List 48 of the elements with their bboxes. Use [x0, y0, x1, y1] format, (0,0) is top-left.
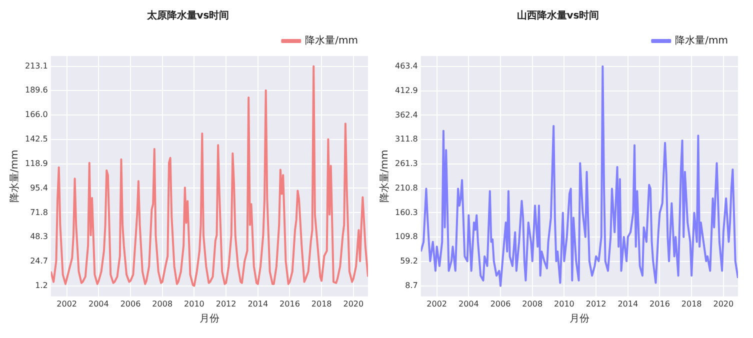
x-tick-label: 2014 [618, 299, 638, 308]
y-tick-label: 362.4 [394, 110, 418, 120]
x-tick-label: 2008 [152, 299, 173, 308]
y-tick-label: 213.1 [24, 61, 48, 70]
chart-title: 山西降水量vs时间 [516, 10, 600, 22]
y-tick-label: 166.0 [24, 110, 48, 120]
y-tick-label: 71.8 [30, 208, 48, 217]
y-tick-label: 24.7 [30, 256, 48, 266]
x-tick-label: 2018 [311, 299, 332, 308]
y-tick-label: 311.8 [394, 134, 418, 144]
x-tick-label: 2010 [184, 299, 204, 308]
y-tick-label: 210.8 [394, 183, 418, 192]
x-tick-label: 2016 [650, 299, 670, 308]
y-tick-label: 118.9 [24, 158, 48, 168]
y-tick-label: 160.3 [394, 208, 418, 217]
y-tick-label: 261.3 [394, 159, 418, 168]
y-tick-label: 142.5 [24, 134, 48, 144]
x-tick-label: 2012 [586, 299, 606, 308]
x-axis-title: 月份 [199, 314, 220, 325]
y-axis-title: 降水量/mm [8, 150, 21, 203]
x-tick-label: 2002 [426, 299, 448, 308]
y-tick-label: 95.4 [30, 183, 48, 192]
y-tick-label: 8.7 [405, 281, 418, 290]
y-tick-label: 48.3 [30, 232, 48, 242]
x-tick-label: 2020 [343, 299, 364, 308]
y-tick-label: 189.6 [24, 86, 48, 95]
x-tick-label: 2016 [280, 299, 300, 308]
x-tick-label: 2018 [681, 299, 702, 308]
y-tick-label: 1.2 [35, 280, 48, 290]
y-axis-title: 降水量/mm [378, 150, 391, 203]
x-tick-label: 2006 [120, 299, 141, 308]
x-tick-label: 2010 [554, 299, 574, 308]
y-tick-label: 463.4 [394, 62, 418, 71]
legend-label: 降水量/mm [675, 34, 728, 47]
y-tick-label: 59.2 [400, 256, 418, 266]
chart-title: 太原降水量vs时间 [146, 10, 230, 22]
x-tick-label: 2006 [490, 299, 511, 308]
x-tick-label: 2004 [458, 299, 479, 308]
x-tick-label: 2004 [88, 299, 109, 308]
y-tick-label: 109.8 [394, 232, 418, 242]
x-tick-label: 2020 [713, 299, 734, 308]
x-tick-label: 2012 [216, 299, 236, 308]
x-tick-label: 2008 [522, 299, 543, 308]
x-tick-label: 2014 [248, 299, 268, 308]
x-axis-title: 月份 [569, 314, 590, 325]
x-tick-label: 2002 [56, 299, 78, 308]
y-tick-label: 412.9 [394, 86, 418, 95]
legend-label: 降水量/mm [305, 34, 358, 47]
